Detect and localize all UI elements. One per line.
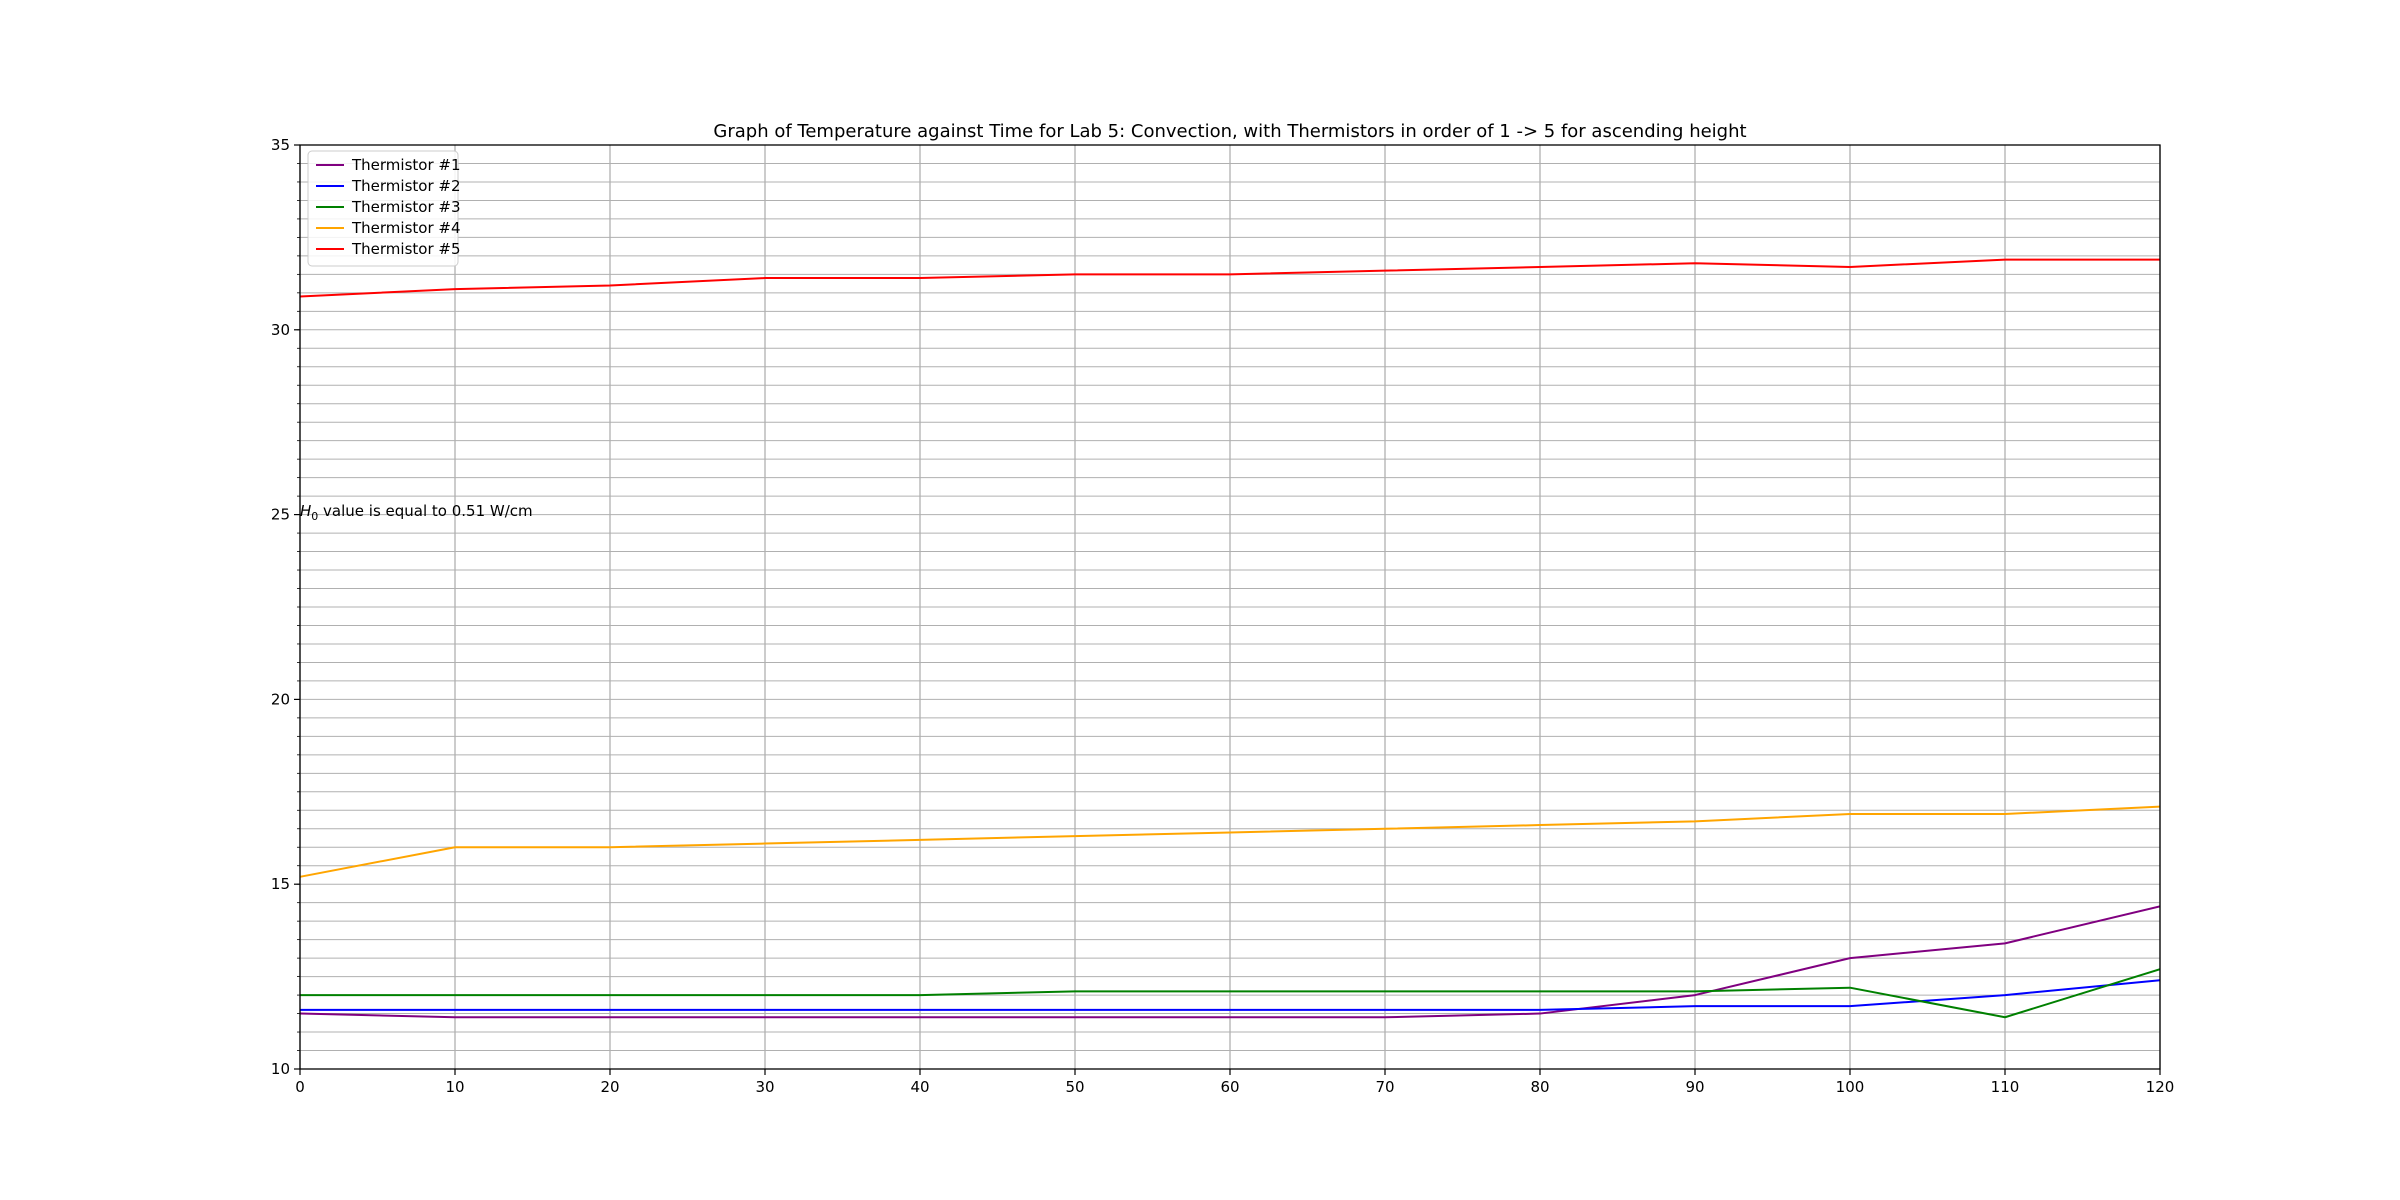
series-line-3 [300, 968, 2161, 1019]
x-tick-label: 80 [1530, 1078, 1549, 1096]
x-tick-label: 110 [1991, 1078, 2020, 1096]
legend-label: Thermistor #3 [351, 198, 461, 216]
legend-label: Thermistor #1 [351, 156, 461, 174]
x-tick-label: 0 [295, 1078, 305, 1096]
legend-label: Thermistor #4 [351, 219, 461, 237]
x-tick-label: 30 [755, 1078, 774, 1096]
axis-layer: 0 10 20 30 40 50 60 70 80 90 100 110 120 10 15 20 25 30 35 [271, 136, 2174, 1096]
legend-box [307, 150, 459, 267]
x-tick-label: 60 [1220, 1078, 1239, 1096]
chart-title: Graph of Temperature against Time for La… [713, 121, 1746, 142]
y-tick-label: 30 [271, 321, 290, 339]
x-tick-label: 10 [445, 1078, 464, 1096]
x-tick-label: 50 [1065, 1078, 1084, 1096]
series-line-2 [300, 979, 2161, 1011]
x-tick-label: 20 [600, 1078, 619, 1096]
x-tick-label: 70 [1375, 1078, 1394, 1096]
legend-label: Thermistor #5 [351, 240, 461, 258]
legend: Thermistor #1 Thermistor #2 Thermistor #3 T… [307, 150, 461, 267]
grid-layer [299, 144, 2161, 1070]
y-tick-label: 35 [271, 136, 290, 154]
x-tick-label: 100 [1836, 1078, 1865, 1096]
series-line-4 [299, 805, 2161, 878]
series-line-1 [299, 905, 2161, 1019]
series-line-5 [299, 258, 2160, 298]
annotation-text: H0 value is equal to 0.51 W/cm [300, 502, 533, 523]
y-tick-label: 10 [271, 1060, 290, 1078]
y-tick-label: 15 [271, 875, 290, 893]
y-tick-label: 20 [271, 690, 290, 708]
series-layer [299, 258, 2161, 1019]
y-tick-label: 25 [271, 506, 290, 524]
x-tick-label: 40 [910, 1078, 929, 1096]
legend-label: Thermistor #2 [351, 177, 461, 195]
x-tick-label: 90 [1685, 1078, 1704, 1096]
x-tick-label: 120 [2146, 1078, 2175, 1096]
